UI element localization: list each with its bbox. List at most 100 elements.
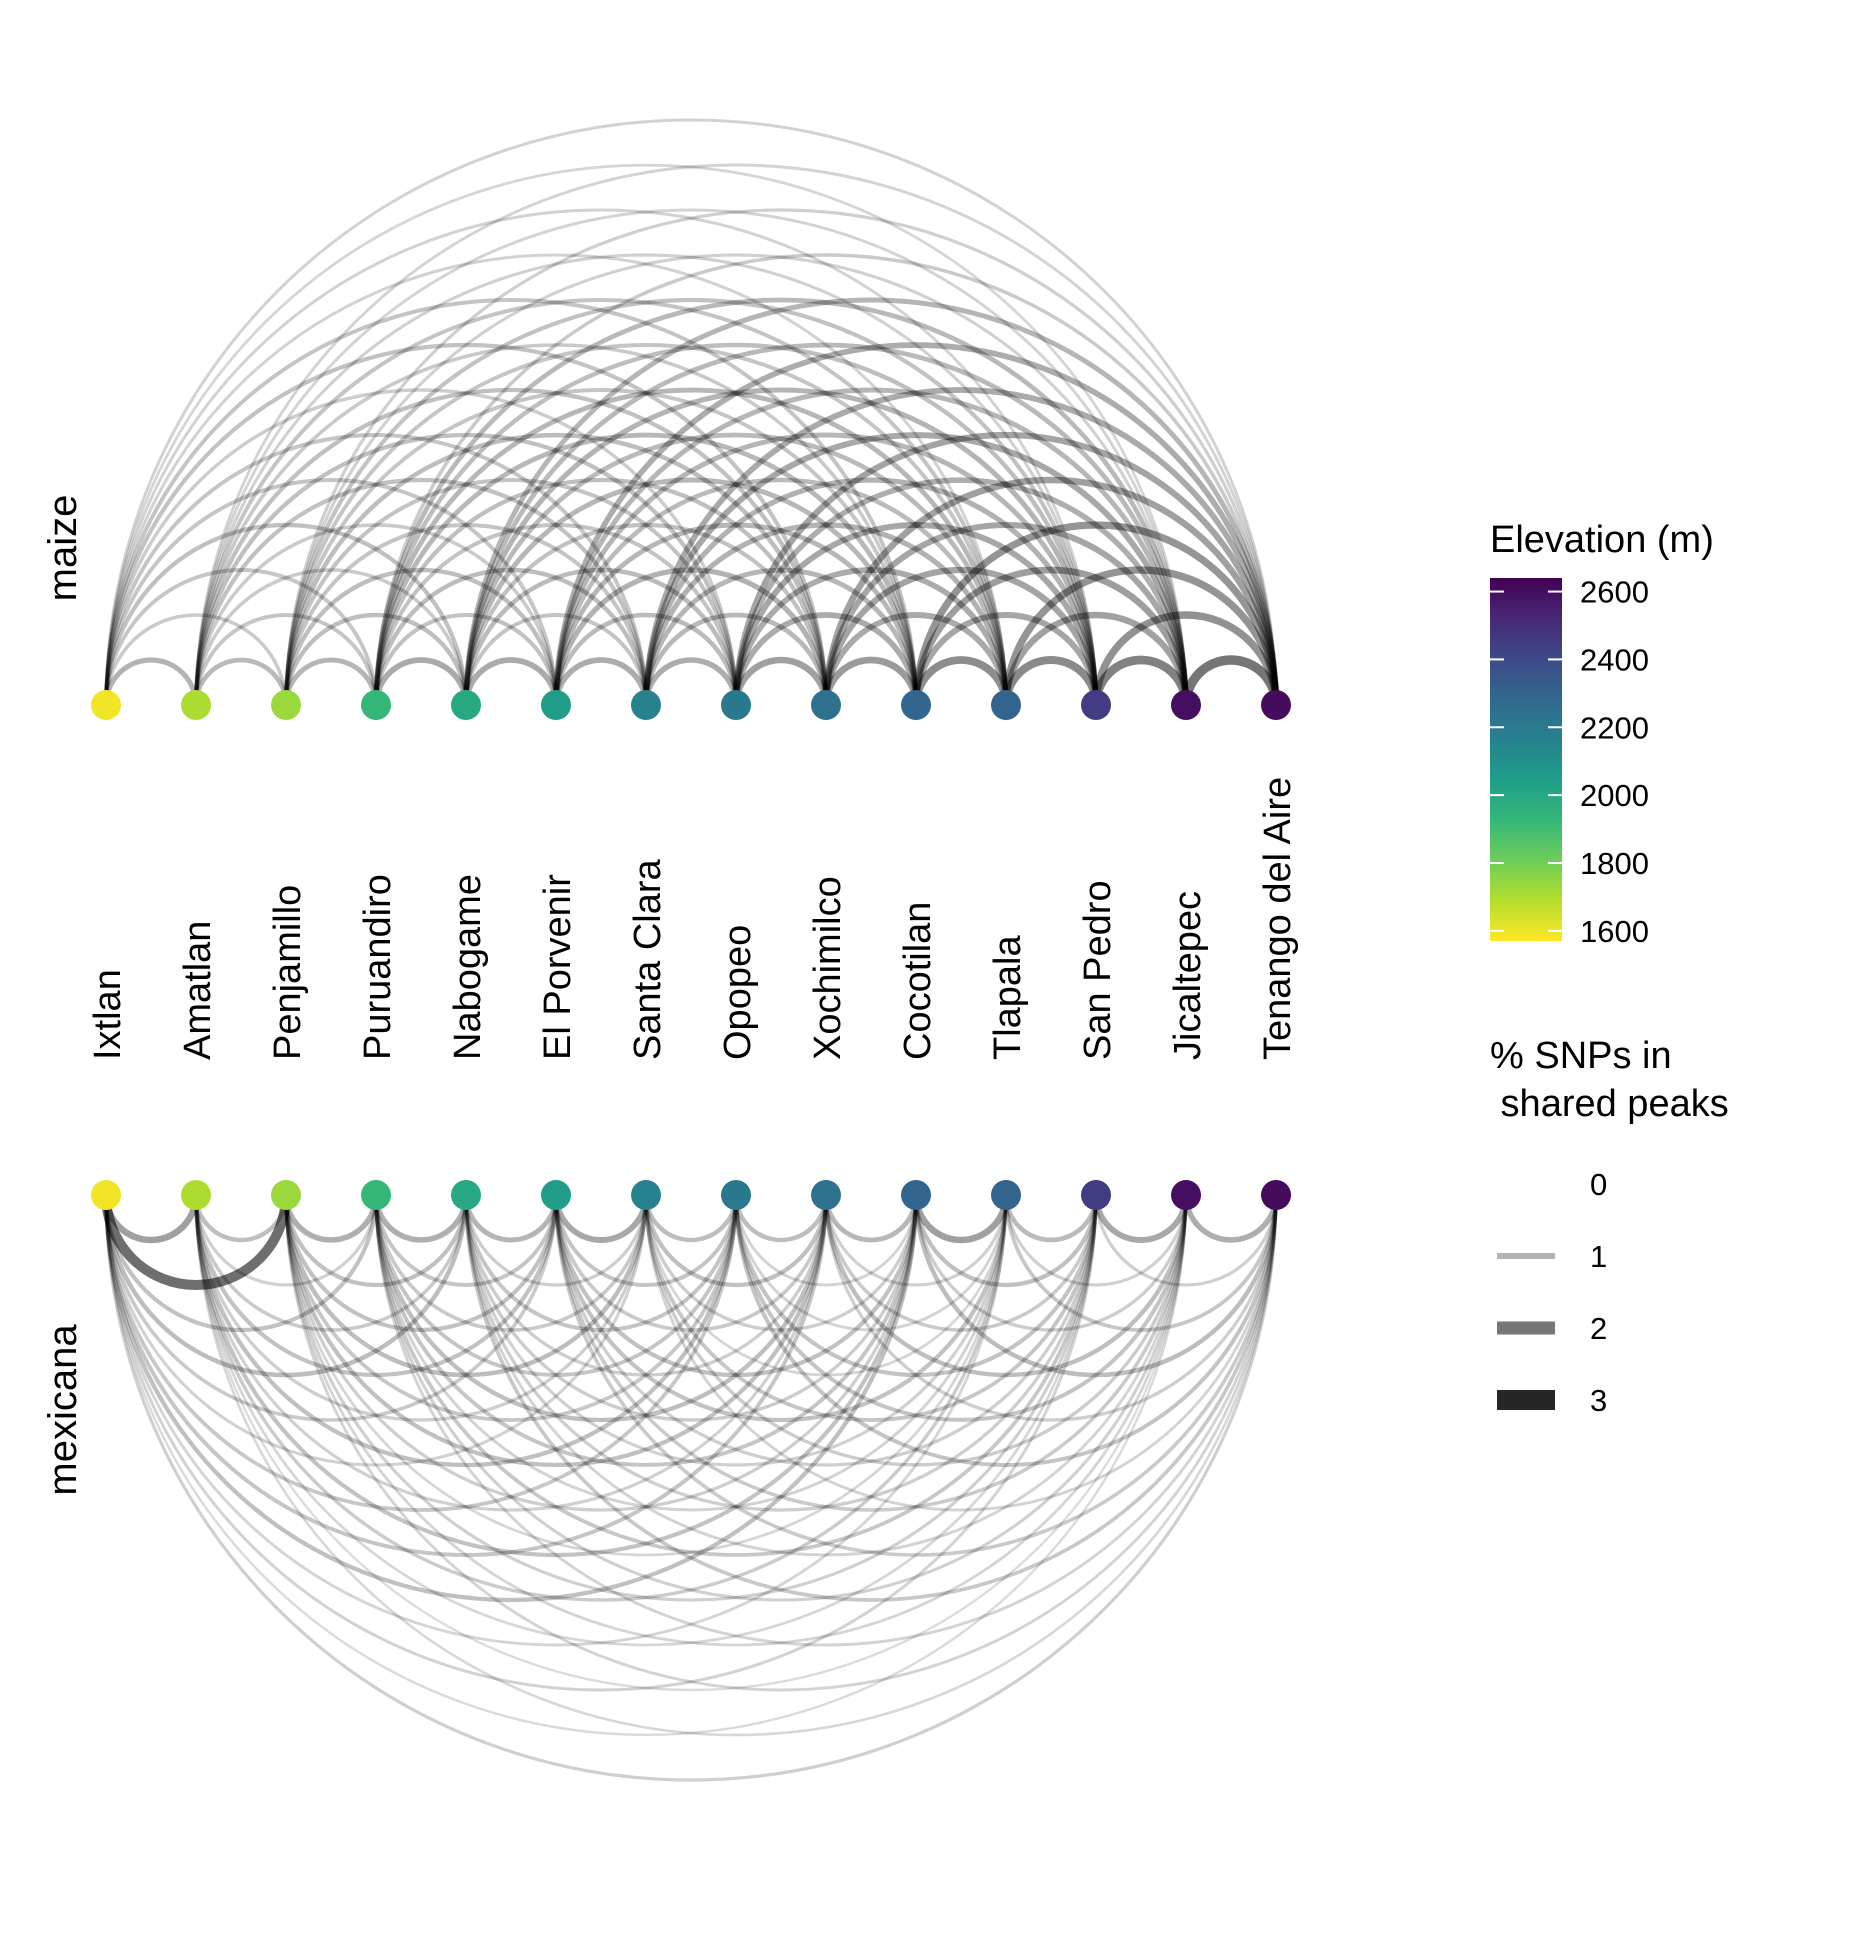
elevation-tick-label-5: 2600	[1580, 575, 1649, 610]
mexicana-node-12	[1171, 1180, 1201, 1210]
maize-arc-1-9	[194, 343, 918, 707]
maize-arc-4-6	[464, 613, 648, 707]
mexicana-arc-1-3	[194, 1193, 378, 1287]
maize-arc-4-5	[463, 657, 559, 708]
population-label-8: Xochimilco	[807, 876, 849, 1060]
maize-arc-2-13	[284, 208, 1278, 707]
maize-arc-2-10	[284, 343, 1008, 707]
maize-arc-9-13	[912, 521, 1280, 709]
maize-arc-6-11	[643, 477, 1099, 708]
maize-node-2	[271, 690, 301, 720]
elevation-tick-label-1: 1800	[1580, 846, 1649, 881]
maize-arc-10-13	[1002, 566, 1280, 709]
maize-arc-1-5	[194, 523, 558, 707]
maize-arc-3-12	[373, 297, 1189, 708]
mexicana-arc-6-13	[644, 1193, 1278, 1512]
population-label-10: Tlapala	[987, 935, 1029, 1060]
population-label-6: Santa Clara	[627, 858, 669, 1060]
population-label-9: Cocotilan	[897, 902, 939, 1060]
maize-arc-2-3	[283, 657, 379, 708]
maize-arc-5-10	[553, 477, 1009, 708]
maize-arc-5-8	[553, 567, 829, 708]
maize-arc-1-10	[194, 298, 1008, 707]
population-label-11: San Pedro	[1077, 880, 1119, 1060]
maize-arc-3-10	[373, 387, 1009, 708]
mexicana-arc-12-13	[1183, 1192, 1279, 1243]
mexicana-node-0	[91, 1180, 121, 1210]
maize-arc-5-12	[553, 387, 1189, 708]
mexicana-arc-5-12	[554, 1193, 1188, 1512]
snp-legend-label-3: 3	[1590, 1383, 1607, 1418]
mexicana-arc-1-6	[194, 1193, 648, 1422]
maize-arc-7-13	[732, 431, 1280, 709]
maize-arc-3-5	[373, 612, 559, 708]
mexicana-arc-2-6	[283, 1192, 649, 1378]
mexicana-arc-8-10	[824, 1193, 1008, 1287]
panel-label-mexicana: mexicana	[41, 1324, 85, 1496]
maize-arc-2-4	[283, 612, 469, 708]
mexicana-arc-9-11	[913, 1192, 1099, 1288]
maize-arc-6-8	[643, 612, 829, 708]
maize-arc-6-10	[643, 522, 1009, 708]
maize-arc-10-11	[1001, 655, 1101, 710]
maize-node-8	[811, 690, 841, 720]
mexicana-arc-3-10	[374, 1193, 1008, 1512]
population-label-7: Opopeo	[717, 925, 759, 1060]
mexicana-arc-0-8	[104, 1193, 828, 1557]
maize-arc-7-11	[733, 522, 1099, 708]
mexicana-arc-3-12	[374, 1193, 1188, 1602]
mexicana-arc-4-13	[464, 1193, 1278, 1602]
maize-arc-8-10	[823, 612, 1009, 708]
mexicana-arc-2-4	[283, 1192, 469, 1288]
maize-arc-1-7	[193, 432, 739, 708]
maize-node-6	[631, 690, 661, 720]
population-nodes	[91, 690, 1291, 1210]
mexicana-arc-7-11	[733, 1192, 1099, 1377]
maize-arc-8-9	[822, 656, 920, 709]
maize-arc-0-5	[104, 478, 558, 707]
mexicana-arc-8-11	[824, 1193, 1098, 1332]
mexicana-node-7	[721, 1180, 751, 1210]
maize-arc-4-13	[463, 297, 1279, 708]
maize-arc-2-11	[283, 297, 1099, 708]
snp-legend-label-2: 2	[1590, 1311, 1607, 1346]
mexicana-arc-2-5	[283, 1192, 559, 1333]
maize-arc-0-7	[104, 388, 738, 707]
maize-arc-8-13	[822, 476, 1280, 709]
mexicana-arc-3-9	[374, 1193, 918, 1467]
mexicana-arc-0-3	[103, 1192, 379, 1333]
maize-arc-0-2	[104, 613, 288, 707]
snp-legend-title: % SNPs in shared peaks	[1490, 1035, 1729, 1125]
mexicana-node-9	[901, 1180, 931, 1210]
maize-arc-1-6	[193, 477, 649, 708]
maize-arc-7-12	[733, 477, 1189, 708]
maize-node-11	[1081, 690, 1111, 720]
elevation-legend: Elevation (m) 1600 1800 2000 2200 2400 2600	[1490, 519, 1714, 949]
mexicana-arc-5-9	[553, 1192, 919, 1378]
mexicana-arc-8-13	[824, 1193, 1278, 1422]
mexicana-arc-7-9	[734, 1193, 918, 1287]
maize-arc-0-9	[104, 298, 918, 707]
maize-arc-6-13	[643, 387, 1279, 708]
maize-node-7	[721, 690, 751, 720]
mexicana-arc-2-8	[283, 1192, 829, 1468]
mexicana-arc-4-9	[464, 1193, 918, 1422]
mexicana-arc-1-13	[194, 1193, 1278, 1737]
mexicana-arc-10-13	[1004, 1193, 1278, 1332]
maize-arc-0-1	[103, 657, 199, 708]
mexicana-arc-2-9	[284, 1193, 918, 1512]
population-label-13: Tenango del Aire	[1257, 777, 1299, 1060]
elevation-tick-label-4: 2400	[1580, 642, 1649, 677]
mexicana-arc-2-3	[283, 1192, 379, 1243]
mexicana-arc-5-8	[554, 1193, 828, 1332]
elevation-tick-label-3: 2200	[1580, 710, 1649, 745]
mexicana-arc-6-11	[644, 1193, 1098, 1422]
population-label-1: Amatlan	[177, 921, 219, 1060]
maize-arc-8-12	[822, 522, 1190, 709]
mexicana-arc-1-4	[194, 1193, 468, 1332]
maize-arc-0-13	[104, 118, 1278, 707]
maize-arc-4-7	[463, 567, 739, 708]
maize-node-13	[1261, 690, 1291, 720]
elevation-tick-label-2: 2000	[1580, 778, 1649, 813]
mexicana-arc-0-5	[104, 1193, 558, 1422]
